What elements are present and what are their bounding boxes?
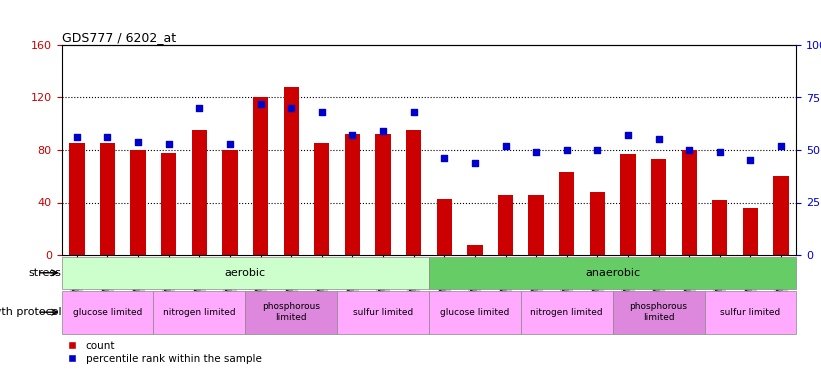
Bar [437,198,452,255]
Point [131,139,144,145]
Bar [314,143,329,255]
Text: aerobic: aerobic [225,268,266,278]
Bar [773,176,789,255]
Point [315,109,328,115]
Point [163,141,176,147]
Bar [521,291,612,334]
Text: nitrogen limited: nitrogen limited [163,308,236,316]
Text: sulfur limited: sulfur limited [353,308,413,316]
Point [652,136,665,142]
Point [713,149,727,155]
Bar [283,87,299,255]
Bar [161,153,177,255]
Text: phosphorous
limited: phosphorous limited [630,303,688,322]
Bar [743,208,758,255]
Bar [154,291,245,334]
Point [774,143,787,149]
Point [499,143,512,149]
Bar [589,192,605,255]
Text: phosphorous
limited: phosphorous limited [262,303,320,322]
Bar [612,291,704,334]
Text: GDS777 / 6202_at: GDS777 / 6202_at [62,31,176,44]
Point [744,158,757,164]
Point [377,128,390,134]
Bar [429,257,796,289]
Bar [62,257,429,289]
Text: stress: stress [29,268,62,278]
Point [407,109,420,115]
Point [101,134,114,140]
Point [285,105,298,111]
Bar [529,195,544,255]
Point [682,147,695,153]
Point [591,147,604,153]
Text: growth protocol: growth protocol [0,307,62,317]
Point [530,149,543,155]
Bar [467,244,483,255]
Point [621,132,635,138]
Point [254,101,267,107]
Bar [681,150,697,255]
Bar [131,150,146,255]
Point [438,155,451,161]
Bar [253,98,268,255]
Bar [712,200,727,255]
Text: nitrogen limited: nitrogen limited [530,308,603,316]
Bar [429,291,521,334]
Bar [191,130,207,255]
Bar [498,195,513,255]
Point [346,132,359,138]
Bar [337,291,429,334]
Bar [245,291,337,334]
Text: glucose limited: glucose limited [440,308,510,316]
Point [560,147,573,153]
Bar [651,159,667,255]
Point [223,141,236,147]
Bar [69,143,85,255]
Point [193,105,206,111]
Bar [62,291,154,334]
Bar [704,291,796,334]
Text: glucose limited: glucose limited [73,308,142,316]
Bar [559,172,575,255]
Text: anaerobic: anaerobic [585,268,640,278]
Bar [406,130,421,255]
Legend: count, percentile rank within the sample: count, percentile rank within the sample [67,341,261,364]
Bar [222,150,237,255]
Point [468,160,481,166]
Bar [100,143,115,255]
Bar [621,154,635,255]
Text: sulfur limited: sulfur limited [720,308,781,316]
Bar [345,134,360,255]
Bar [375,134,391,255]
Point [71,134,84,140]
